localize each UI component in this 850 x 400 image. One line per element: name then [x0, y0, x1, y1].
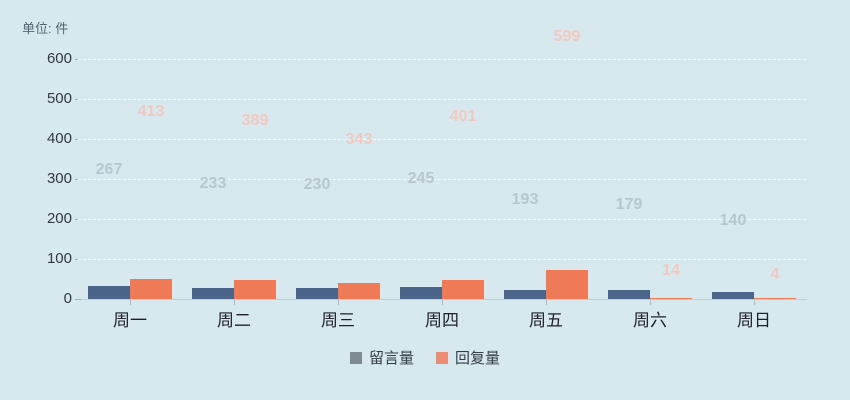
x-axis-label-messages-replies-5: 周六	[633, 311, 667, 330]
gridline	[78, 59, 806, 60]
legend-marker-icon	[436, 351, 448, 364]
y-axis-label: 500	[46, 90, 72, 107]
y-axis-label: 0	[63, 290, 72, 307]
bar-replies[interactable]	[338, 283, 380, 299]
value-label-replies: 389	[241, 112, 269, 130]
legend-label: 留言量	[368, 350, 414, 367]
x-axis-label-messages-replies-2: 周三	[321, 311, 355, 330]
gridline	[78, 259, 806, 260]
x-axis-tick	[234, 300, 235, 305]
x-axis-label-messages-replies-4: 周五	[529, 311, 563, 330]
bar-messages[interactable]	[400, 287, 442, 299]
bar-replies[interactable]	[442, 280, 484, 299]
y-axis-label: 400	[46, 130, 72, 147]
legend-marker-icon	[349, 351, 362, 364]
gridline	[78, 179, 806, 180]
value-label-replies: 599	[553, 28, 581, 46]
gridline	[78, 219, 806, 220]
value-label-messages: 230	[303, 176, 331, 193]
y-axis-label: 300	[46, 170, 72, 187]
y-axis-label: 600	[46, 50, 72, 67]
legend-item-replies[interactable]: 回复量	[436, 347, 500, 368]
value-label-messages: 233	[199, 174, 227, 192]
y-axis-label: 100	[46, 250, 72, 267]
value-label-messages: 267	[95, 161, 123, 179]
value-label-replies: 14	[662, 262, 680, 280]
legend-item-messages[interactable]: 留言量	[349, 347, 414, 368]
y-axis-tick	[75, 299, 81, 300]
x-axis-label-messages-replies-1: 周二	[217, 311, 251, 330]
x-axis-label-messages-replies-6: 周日	[737, 311, 771, 330]
bar-messages[interactable]	[192, 288, 234, 299]
x-axis-label-messages-replies-0: 周一	[113, 311, 147, 330]
x-axis-line	[78, 299, 807, 300]
value-label-messages: 140	[719, 212, 747, 229]
bar-messages[interactable]	[608, 290, 650, 299]
bar-replies[interactable]	[546, 270, 588, 299]
y-axis-label: 200	[46, 210, 72, 227]
x-axis-tick	[338, 300, 339, 305]
legend-label: 回复量	[455, 350, 501, 367]
x-axis-tick	[442, 300, 443, 305]
bar-replies[interactable]	[234, 280, 276, 299]
bar-replies[interactable]	[754, 298, 796, 299]
value-label-messages: 179	[615, 196, 643, 214]
bar-replies[interactable]	[650, 298, 692, 299]
bar-messages[interactable]	[712, 292, 754, 299]
value-label-messages: 193	[511, 190, 539, 208]
value-label-replies: 343	[345, 130, 373, 148]
x-axis-label-messages-replies-3: 周四	[425, 311, 459, 330]
x-axis-tick	[754, 300, 755, 305]
gridline	[78, 139, 806, 140]
unit-label: 单位: 件	[22, 21, 69, 36]
legend: 留言量 回复量	[0, 347, 850, 368]
bar-replies[interactable]	[130, 279, 172, 299]
value-label-replies: 401	[449, 107, 477, 125]
x-axis-tick	[130, 300, 131, 305]
gridline	[78, 99, 806, 100]
value-label-messages: 245	[407, 170, 435, 187]
x-axis-tick	[650, 300, 651, 305]
bar-messages[interactable]	[296, 288, 338, 299]
bar-messages[interactable]	[88, 286, 130, 299]
bar-messages[interactable]	[504, 290, 546, 299]
x-axis-tick	[546, 300, 547, 305]
value-label-replies: 4	[770, 266, 780, 284]
value-label-replies: 413	[137, 102, 165, 120]
